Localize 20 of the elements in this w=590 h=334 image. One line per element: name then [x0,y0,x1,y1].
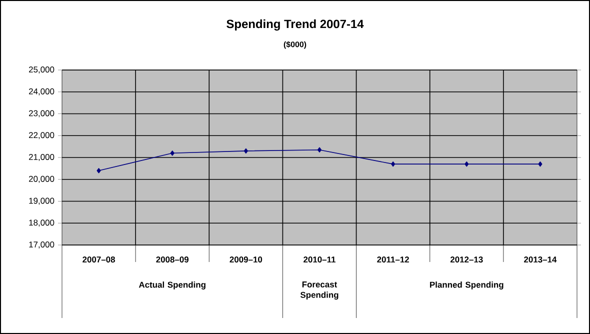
y-tick-label: 18,000 [29,220,54,227]
chart-title: Spending Trend 2007-14 [226,19,364,31]
x-tick-label: 2013–14 [524,256,557,263]
y-tick-label: 19,000 [29,198,54,205]
y-tick-label: 22,000 [29,132,54,140]
y-tick-label: 24,000 [29,88,54,96]
y-tick-label: 20,000 [29,176,54,183]
y-tick-label: 17,000 [29,242,54,248]
x-tick-label: 2009–10 [230,256,262,263]
text: Actual Spending [138,282,206,290]
x-tick-label: 2011–12 [377,256,409,263]
x-tick-label: 2007–08 [82,256,116,263]
text: Planned Spending [430,282,504,290]
y-tick-label: 25,000 [29,66,54,74]
y-tick-label: 23,000 [29,110,54,118]
x-tick-label: 2010–11 [304,256,336,263]
x-tick-label: 2008–09 [156,256,189,263]
y-tick-label: 21,000 [29,154,54,161]
x-tick-label: 2012–13 [450,256,483,263]
text: Forecast Spending [300,282,338,300]
